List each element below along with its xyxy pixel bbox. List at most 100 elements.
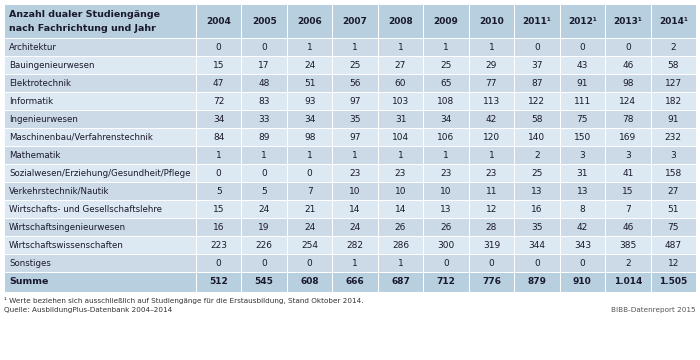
Text: 512: 512 [209,278,228,287]
Text: 3: 3 [580,150,585,159]
Text: 25: 25 [349,60,360,69]
Text: 98: 98 [304,132,316,141]
Text: 0: 0 [625,42,631,51]
Bar [196,236,242,254]
Bar [559,146,605,164]
Bar [469,272,514,292]
Text: Verkehrstechnik/Nautik: Verkehrstechnik/Nautik [9,186,109,195]
Text: 1: 1 [307,150,312,159]
Text: 34: 34 [213,114,225,123]
Bar [196,200,242,218]
Text: 11: 11 [486,186,497,195]
Text: 286: 286 [392,240,409,249]
Bar [332,56,378,74]
Bar [241,218,287,236]
Text: ¹ Werte beziehen sich ausschließlich auf Studiengänge für die Erstausbildung, St: ¹ Werte beziehen sich ausschließlich auf… [4,297,363,303]
Bar [196,38,242,56]
Text: Ingenieurwesen: Ingenieurwesen [9,114,78,123]
Bar [605,164,650,182]
Bar [559,254,605,272]
Bar [287,146,332,164]
Text: 25: 25 [531,168,542,177]
Text: 254: 254 [301,240,318,249]
Bar [469,236,514,254]
Text: 0: 0 [216,168,222,177]
Bar [514,92,559,110]
Text: 0: 0 [216,258,222,267]
Text: 2: 2 [625,258,631,267]
Text: 34: 34 [440,114,452,123]
Text: 33: 33 [258,114,270,123]
Bar [241,236,287,254]
Text: 60: 60 [395,78,406,87]
Bar [605,4,650,38]
Bar [196,182,242,200]
Text: 15: 15 [213,60,225,69]
Bar [514,56,559,74]
Bar [378,110,423,128]
Text: 2009: 2009 [433,17,459,26]
Text: 2007: 2007 [343,17,368,26]
Bar [241,110,287,128]
Bar [559,272,605,292]
Bar [378,218,423,236]
Text: 3: 3 [625,150,631,159]
Bar [287,254,332,272]
Text: Quelle: AusbildungPlus-Datenbank 2004–2014: Quelle: AusbildungPlus-Datenbank 2004–20… [4,307,172,313]
Text: 83: 83 [258,96,270,105]
Text: 23: 23 [486,168,497,177]
Text: 34: 34 [304,114,315,123]
Text: 127: 127 [665,78,682,87]
Text: 47: 47 [213,78,225,87]
Text: 91: 91 [668,114,679,123]
Text: 46: 46 [622,60,634,69]
Text: Elektrotechnik: Elektrotechnik [9,78,71,87]
Bar [469,218,514,236]
Text: 1: 1 [398,42,403,51]
Text: 26: 26 [395,222,406,231]
Text: 140: 140 [528,132,545,141]
Bar [514,128,559,146]
Bar [4,38,196,56]
Text: 77: 77 [486,78,497,87]
Text: 78: 78 [622,114,634,123]
Text: 0: 0 [580,42,585,51]
Bar [241,272,287,292]
Bar [241,4,287,38]
Bar [196,254,242,272]
Text: 26: 26 [440,222,452,231]
Text: 35: 35 [531,222,542,231]
Text: 113: 113 [483,96,500,105]
Bar [287,272,332,292]
Text: 1.014: 1.014 [614,278,642,287]
Text: 226: 226 [256,240,273,249]
Text: 879: 879 [527,278,547,287]
Bar [332,254,378,272]
Text: 1: 1 [216,150,222,159]
Bar [469,254,514,272]
Text: 608: 608 [300,278,319,287]
Bar [332,218,378,236]
Bar [287,4,332,38]
Bar [4,56,196,74]
Text: 1: 1 [398,258,403,267]
Text: 1: 1 [352,258,358,267]
Bar [287,110,332,128]
Bar [514,110,559,128]
Bar [4,74,196,92]
Bar [559,38,605,56]
Text: 0: 0 [261,258,267,267]
Text: 0: 0 [443,258,449,267]
Bar [605,92,650,110]
Text: 545: 545 [255,278,274,287]
Bar [424,254,469,272]
Bar [559,128,605,146]
Text: 103: 103 [392,96,410,105]
Text: 98: 98 [622,78,634,87]
Text: 0: 0 [580,258,585,267]
Bar [424,110,469,128]
Text: 111: 111 [574,96,591,105]
Bar [4,236,196,254]
Text: nach Fachrichtung und Jahr: nach Fachrichtung und Jahr [9,24,156,33]
Text: 385: 385 [620,240,636,249]
